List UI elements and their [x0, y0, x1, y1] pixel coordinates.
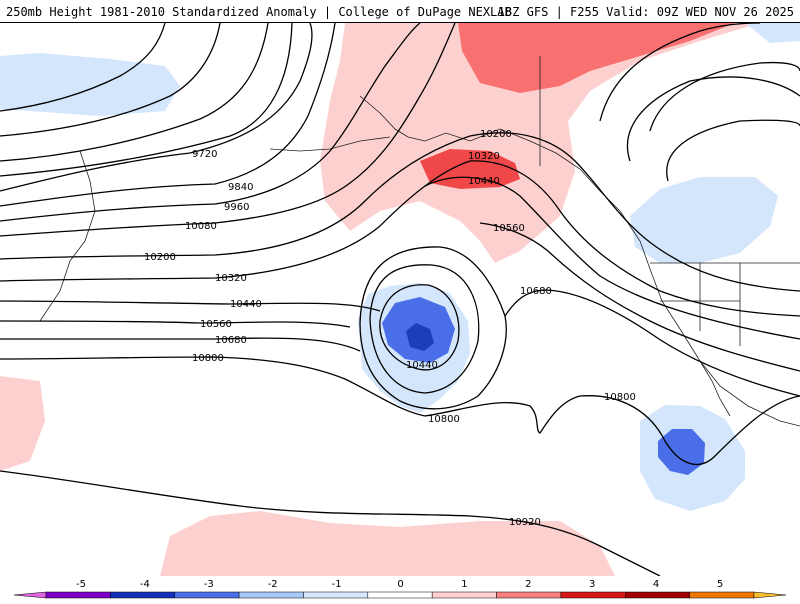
positive-anomaly-southwest	[0, 376, 45, 471]
colorbar-swatch	[14, 592, 46, 598]
contour-label: 10680	[215, 335, 247, 346]
contour-label: 9720	[192, 149, 217, 160]
contour-label: 10680	[520, 286, 552, 297]
contour-label: 10920	[509, 517, 541, 528]
colorbar-swatch	[239, 592, 303, 598]
contour-label: 10440	[230, 299, 262, 310]
colorbar-svg: -5 -4 -3 -2 -1 0 1 2 3 4 5	[0, 575, 800, 600]
contour-10680-east	[505, 290, 800, 396]
colorbar-swatch	[432, 592, 496, 598]
contour-label: 10560	[493, 223, 525, 234]
colorbar-swatch	[175, 592, 239, 598]
colorbar-swatch	[754, 592, 786, 598]
negative-anomaly-northeast	[745, 23, 800, 43]
colorbar-label: -5	[76, 579, 86, 590]
colorbar-label: -2	[268, 579, 278, 590]
anomaly-shading	[0, 23, 800, 576]
colorbar-label: -4	[140, 579, 150, 590]
colorbar-swatch	[497, 592, 561, 598]
us-state-lines	[660, 263, 740, 346]
contour-10440-west	[0, 301, 380, 311]
map-title: 250mb Height 1981-2010 Standardized Anom…	[6, 5, 512, 19]
contour-10560-west	[0, 321, 350, 327]
colorbar-labels: -5 -4 -3 -2 -1 0 1 2 3 4 5	[76, 579, 723, 590]
colorbar-label: 1	[461, 579, 467, 590]
colorbar-swatch	[110, 592, 174, 598]
contour-label: 9960	[224, 202, 249, 213]
contour-label: 10320	[215, 273, 247, 284]
colorbar-swatches	[14, 592, 786, 598]
header: 250mb Height 1981-2010 Standardized Anom…	[0, 0, 800, 22]
colorbar-label: 3	[589, 579, 595, 590]
contour-label: 10560	[200, 319, 232, 330]
contour-label: 10440	[468, 176, 500, 187]
contour-label: 9840	[228, 182, 253, 193]
colorbar-label: -3	[204, 579, 214, 590]
colorbar-swatch	[561, 592, 625, 598]
contour-northeast-low-4	[667, 120, 800, 181]
kamchatka-coast	[40, 151, 95, 321]
anomaly-map: 9720 9840 9960 10080 10200 10320 10440 1…	[0, 23, 800, 576]
contour-label: 10800	[604, 392, 636, 403]
colorbar-label: 5	[717, 579, 723, 590]
colorbar-label: -1	[332, 579, 342, 590]
contour-label: 10800	[192, 353, 224, 364]
colorbar-label: 0	[397, 579, 403, 590]
colorbar: -5 -4 -3 -2 -1 0 1 2 3 4 5	[0, 575, 800, 600]
baja-california	[700, 361, 730, 416]
colorbar-swatch	[46, 592, 110, 598]
colorbar-swatch	[625, 592, 689, 598]
colorbar-swatch	[303, 592, 367, 598]
colorbar-label: 4	[653, 579, 659, 590]
map-panel: 9720 9840 9960 10080 10200 10320 10440 1…	[0, 22, 800, 576]
contour-northeast-low-3	[628, 77, 800, 161]
contour-label: 10320	[468, 151, 500, 162]
negative-anomaly-west-coast	[630, 177, 778, 263]
contour-label: 10080	[185, 221, 217, 232]
contour-10680-west	[0, 338, 360, 351]
colorbar-label: 2	[525, 579, 531, 590]
positive-anomaly-south	[160, 511, 615, 576]
colorbar-swatch	[368, 592, 432, 598]
contour-label: 10440	[406, 360, 438, 371]
contour-label: 10200	[144, 252, 176, 263]
model-valid-time: 18Z GFS | F255 Valid: 09Z WED NOV 26 202…	[498, 5, 794, 19]
contour-label: 10200	[480, 129, 512, 140]
contour-label: 10800	[428, 414, 460, 425]
contour-10800-west	[0, 357, 425, 416]
colorbar-swatch	[690, 592, 754, 598]
